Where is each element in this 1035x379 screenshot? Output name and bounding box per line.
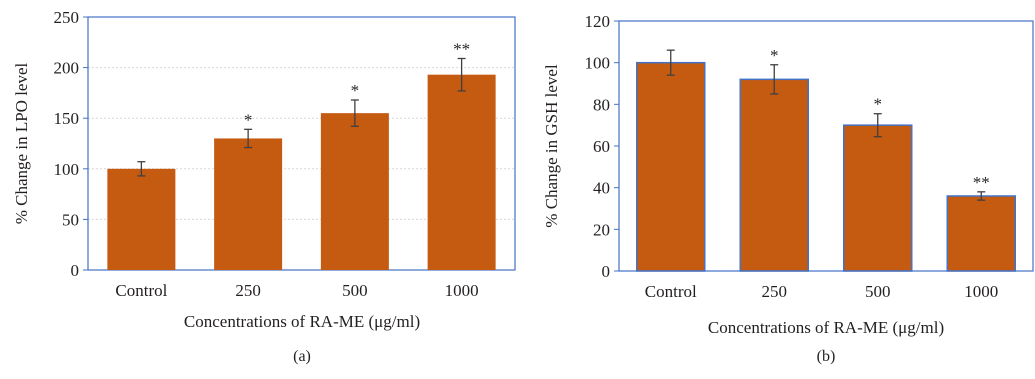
x-axis-title: Concentrations of RA-ME (μg/ml) — [184, 312, 420, 331]
y-tick-label: 100 — [54, 160, 80, 179]
x-tick-label: 250 — [235, 281, 261, 300]
panel-label: (b) — [817, 348, 836, 365]
y-tick-label: 120 — [585, 12, 611, 31]
x-tick-label: 1000 — [964, 282, 998, 301]
y-tick-label: 100 — [585, 54, 611, 73]
x-tick-label: 500 — [342, 281, 368, 300]
x-tick-label: Control — [645, 282, 697, 301]
bar — [739, 78, 809, 272]
chart-panel-b: 0 20 40 60 80 100 120 Control * 250 * 500 ** 1000 Conc… — [542, 12, 1034, 365]
y-axis-title: % Change in GSH level — [542, 64, 561, 228]
significance-marker: * — [770, 46, 779, 65]
significance-marker: ** — [973, 173, 990, 192]
y-tick-label: 40 — [593, 179, 610, 198]
x-axis-title: Concentrations of RA-ME (μg/ml) — [708, 318, 944, 337]
significance-marker: * — [351, 81, 360, 100]
x-tick-label: 500 — [865, 282, 891, 301]
y-tick-label: 250 — [54, 8, 80, 27]
y-tick-label: 80 — [593, 95, 610, 114]
x-tick-label: Control — [115, 281, 167, 300]
bar — [946, 195, 1016, 272]
y-tick-label: 20 — [593, 220, 610, 239]
y-tick-label: 0 — [602, 262, 611, 281]
y-tick-label: 200 — [54, 59, 80, 78]
plot-frame — [87, 16, 516, 271]
chart-panel-a: 0 50 100 150 200 250 Control * 250 * 500 ** 1000 Conc… — [12, 8, 516, 365]
bar — [427, 74, 496, 271]
bar — [636, 61, 706, 272]
x-tick-label: 250 — [762, 282, 788, 301]
significance-marker: ** — [453, 39, 470, 58]
bar — [843, 124, 913, 272]
y-tick-label: 150 — [54, 109, 80, 128]
significance-marker: * — [244, 110, 253, 129]
panel-label: (a) — [293, 348, 311, 365]
y-axis-title: % Change in LPO level — [12, 62, 31, 224]
y-tick-label: 50 — [62, 210, 79, 229]
x-tick-label: 1000 — [445, 281, 479, 300]
bar — [320, 113, 389, 270]
significance-marker: * — [874, 95, 883, 114]
y-tick-label: 60 — [593, 137, 610, 156]
bar — [214, 138, 283, 270]
y-tick-label: 0 — [71, 261, 80, 280]
bar — [107, 168, 176, 270]
